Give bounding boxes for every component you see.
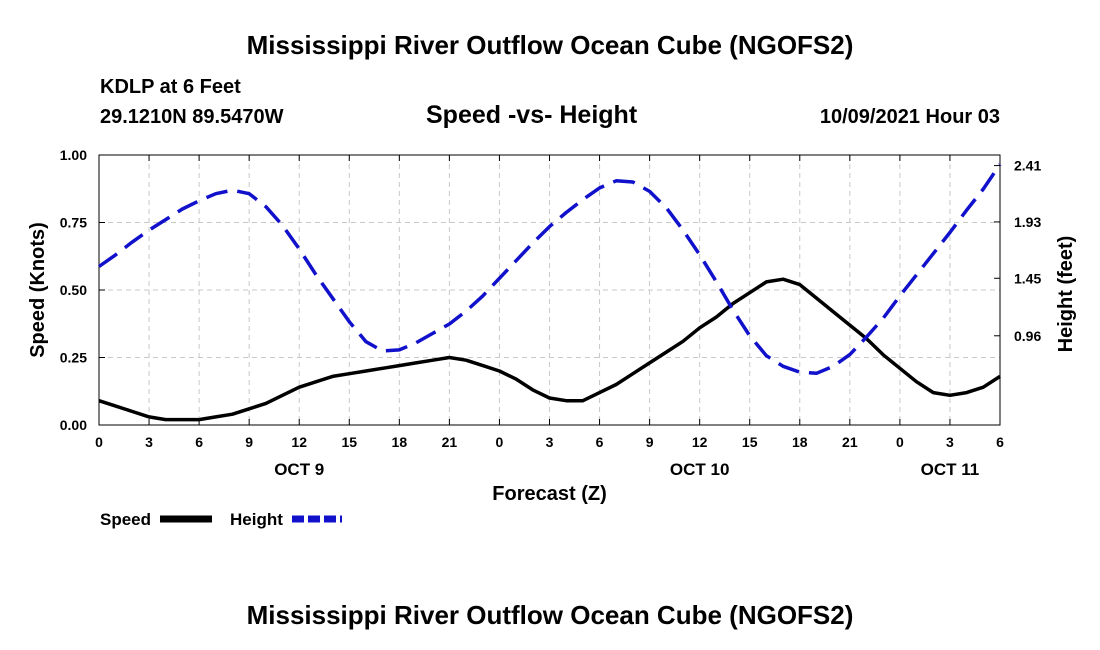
x-tick-label: 21 [442,434,458,450]
x-tick-label: 18 [792,434,808,450]
x-tick-label: 21 [842,434,858,450]
y-tick-label: 0.75 [60,215,87,231]
forecast-datetime: 10/09/2021 Hour 03 [819,106,1000,128]
legend-label-height: Height [230,510,283,529]
x-tick-label: 15 [341,434,357,450]
y-tick-label: 1.00 [60,147,87,163]
y-axis-label: Speed (Knots) [27,222,49,358]
x-tick-label: 3 [546,434,554,450]
station-coordinates: 29.1210N 89.5470W [100,106,284,128]
x-tick-label: 6 [596,434,604,450]
date-label: OCT 10 [670,460,730,479]
x-tick-label: 6 [195,434,203,450]
x-tick-label: 0 [496,434,504,450]
x-axis-label: Forecast (Z) [492,483,606,505]
x-tick-label: 9 [646,434,654,450]
x-tick-label: 0 [95,434,103,450]
x-tick-label: 12 [291,434,307,450]
y2-tick-label: 2.41 [1014,158,1041,174]
date-label: OCT 11 [921,460,980,479]
x-tick-label: 3 [145,434,153,450]
legend-label-speed: Speed [100,510,151,529]
y-tick-label: 0.50 [60,282,87,298]
main-title: Mississippi River Outflow Ocean Cube (NG… [246,30,854,60]
x-tick-label: 0 [896,434,904,450]
x-tick-label: 3 [946,434,954,450]
speed-series-line [98,277,1001,422]
footer-title: Mississippi River Outflow Ocean Cube (NG… [246,600,854,630]
height-series-line [97,163,1002,376]
x-tick-label: 18 [392,434,408,450]
y2-tick-label: 0.96 [1014,328,1041,344]
x-tick-label: 15 [742,434,758,450]
station-name: KDLP at 6 Feet [100,76,241,98]
x-tick-label: 6 [996,434,1004,450]
chart-title: Speed -vs- Height [426,101,638,129]
date-label: OCT 9 [274,460,324,479]
y2-tick-label: 1.45 [1014,270,1041,286]
y-tick-label: 0.00 [60,417,87,433]
x-tick-label: 12 [692,434,708,450]
x-tick-label: 9 [245,434,253,450]
y-tick-label: 0.25 [60,350,87,366]
y2-tick-label: 1.93 [1014,214,1041,230]
y2-axis-label: Height (feet) [1055,236,1077,353]
